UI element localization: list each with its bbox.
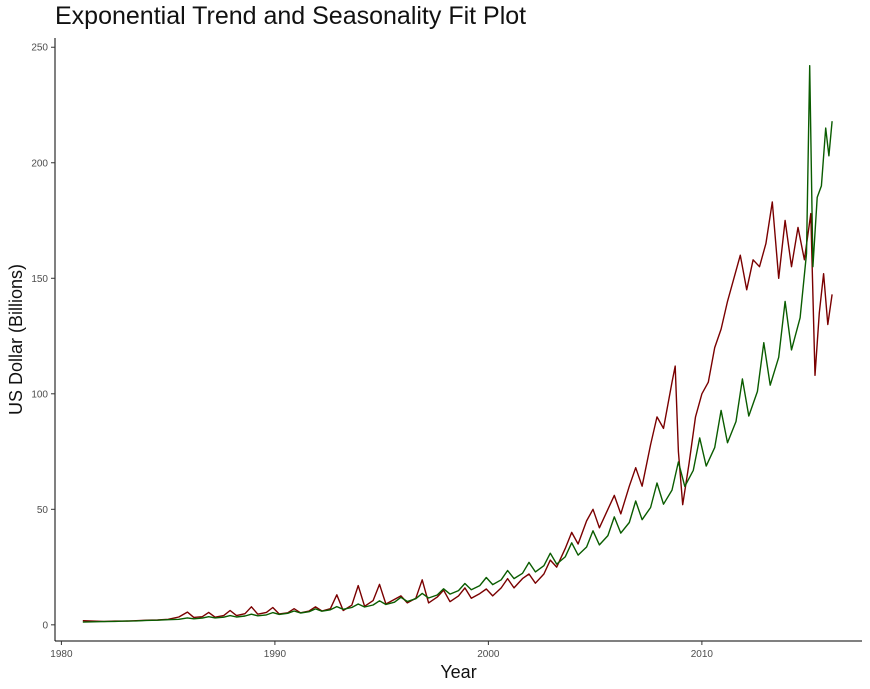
series-line-actual bbox=[82, 201, 833, 623]
x-tick-label: 2010 bbox=[691, 649, 714, 660]
x-tick-label: 1980 bbox=[50, 649, 73, 660]
x-tick-label: 1990 bbox=[264, 649, 287, 660]
x-tick-label: 2000 bbox=[477, 649, 500, 660]
y-tick-label: 0 bbox=[42, 620, 48, 631]
series-layer bbox=[82, 65, 833, 623]
y-tick-label: 250 bbox=[31, 43, 48, 54]
y-tick-label: 100 bbox=[31, 389, 48, 400]
x-axis-title: Year bbox=[440, 662, 476, 682]
y-axis-title: US Dollar (Billions) bbox=[6, 264, 26, 415]
chart-title: Exponential Trend and Seasonality Fit Pl… bbox=[55, 2, 527, 30]
y-tick-label: 150 bbox=[31, 274, 48, 285]
y-ticks: 0 50 100 150 200 250 bbox=[31, 43, 55, 631]
y-tick-label: 200 bbox=[31, 158, 48, 169]
x-ticks: 1980 1990 2000 2010 bbox=[50, 641, 713, 660]
series-line-fitted bbox=[82, 65, 833, 623]
y-tick-label: 50 bbox=[37, 505, 49, 516]
